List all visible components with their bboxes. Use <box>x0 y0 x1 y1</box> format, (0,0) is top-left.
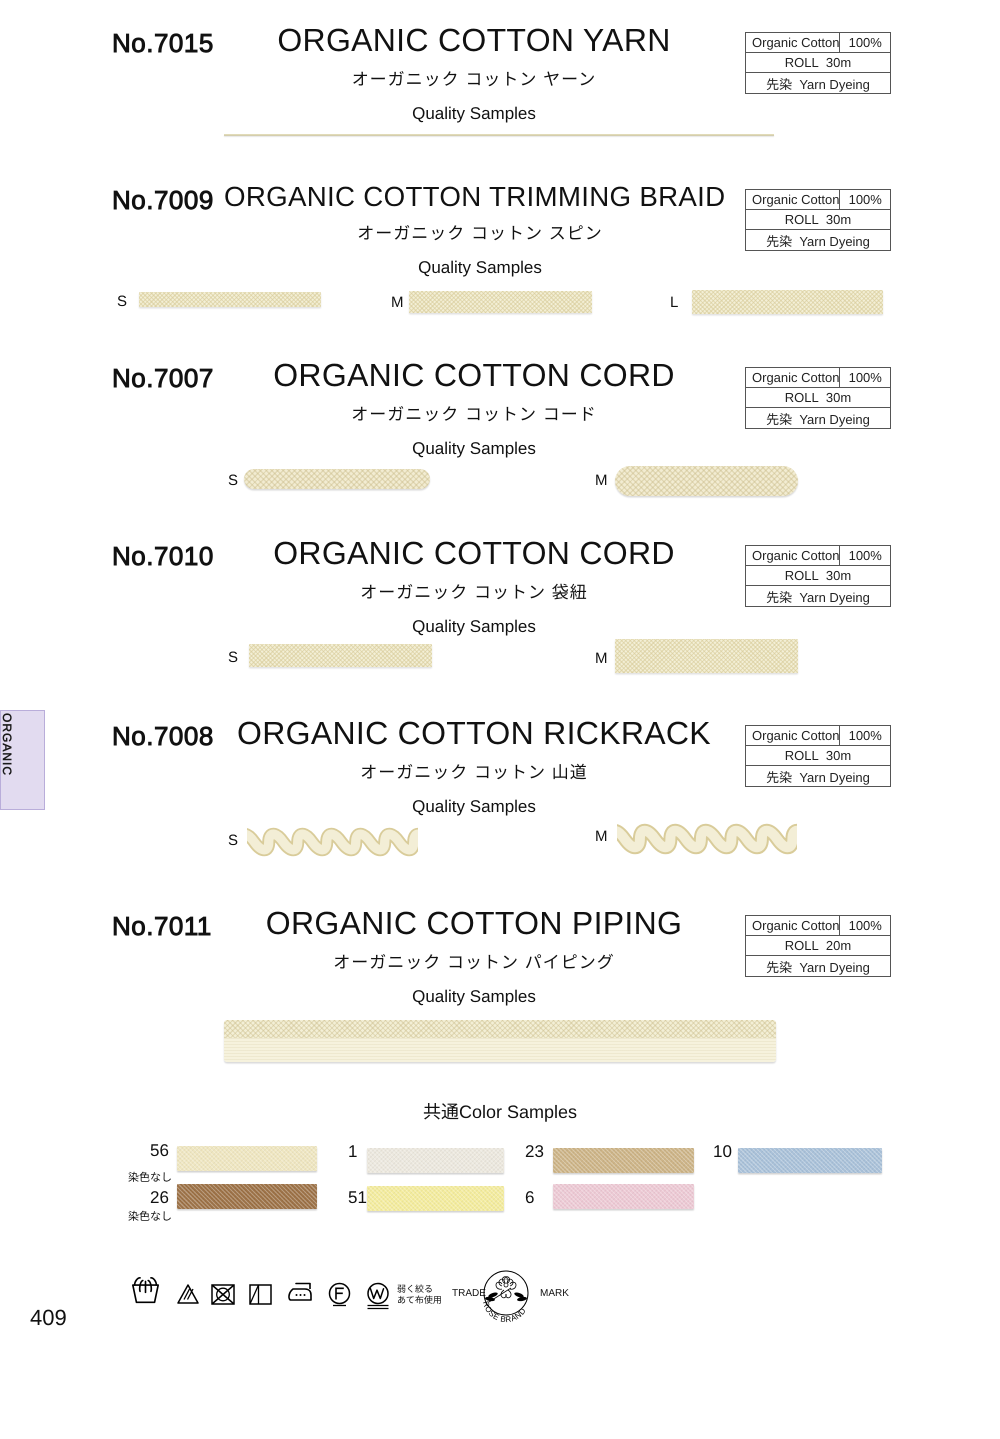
svg-text:ROSE BRAND: ROSE BRAND <box>481 1300 528 1324</box>
